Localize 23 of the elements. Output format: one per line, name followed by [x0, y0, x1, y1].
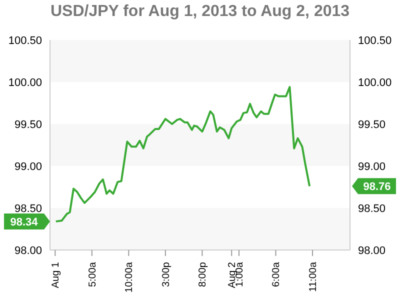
- x-tick-label: 5:00a: [87, 262, 98, 288]
- x-tick-label: 3:00p: [160, 262, 172, 288]
- y2-tick-label: 100.50: [358, 34, 392, 47]
- y-tick-label: 100.50: [8, 34, 42, 47]
- y2-tick-label: 98.50: [358, 202, 386, 215]
- text: 98.34: [10, 216, 39, 228]
- y-tick-label: 98.00: [14, 244, 42, 257]
- y-tick-label: 99.00: [14, 160, 42, 173]
- y-tick-label: 100.00: [8, 76, 42, 89]
- x-tick-label: 10:00a: [124, 262, 136, 293]
- x-tick-label: 6:00a: [271, 262, 282, 288]
- x-tick-label: Aug 1: [50, 262, 62, 288]
- y2-tick-label: 100.00: [358, 76, 392, 89]
- chart-title: USD/JPY for Aug 1, 2013 to Aug 2, 2013: [49, 3, 351, 21]
- text: 98.76: [363, 181, 391, 194]
- x-tick-label: 8:00p: [198, 262, 209, 288]
- y2-tick-label: 98.00: [358, 244, 386, 257]
- y-tick-label: 99.50: [14, 118, 42, 131]
- x-tick-label: 11:00a: [308, 262, 319, 292]
- y2-tick-label: 99.00: [358, 160, 386, 173]
- y-tick-label: 98.50: [14, 202, 42, 215]
- line-series: [54, 86, 311, 222]
- y2-tick-label: 99.50: [358, 118, 386, 131]
